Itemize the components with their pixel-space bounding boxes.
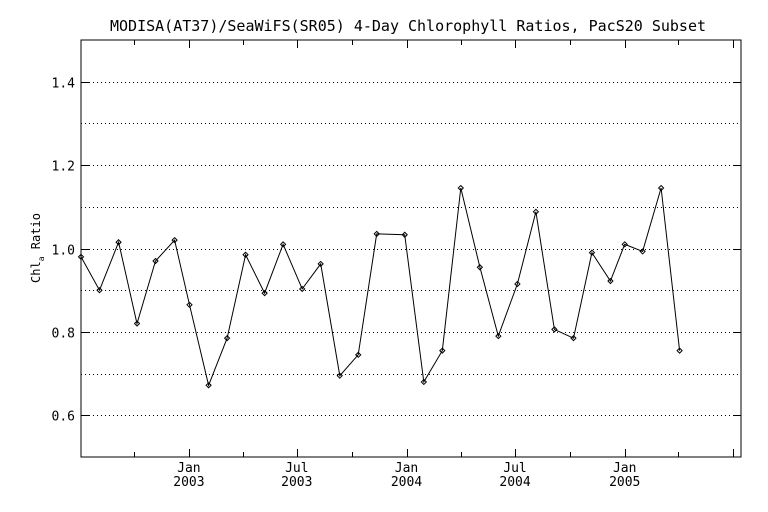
series-line (80, 187, 681, 387)
y-tick-label: 0.6 (52, 410, 75, 425)
data-point (514, 280, 521, 288)
data-point (373, 230, 380, 238)
data-point (476, 264, 484, 271)
data-point (205, 382, 212, 389)
data-point (96, 286, 103, 294)
y-tick-label: 1.4 (52, 77, 76, 92)
data-point (279, 241, 287, 248)
data-point (242, 251, 249, 258)
data-point (223, 334, 231, 342)
x-tick-label-month: Jan (177, 461, 200, 476)
data-point (532, 208, 540, 216)
data-point (317, 260, 324, 268)
data-point (657, 184, 665, 192)
data-point (115, 239, 122, 246)
x-tick-label-month: Jan (395, 461, 418, 476)
x-tick-label-year: 2003 (173, 475, 204, 490)
data-point (171, 236, 178, 244)
data-point (551, 326, 558, 333)
data-point (588, 249, 596, 256)
data-point (457, 184, 464, 192)
x-tick-label-month: Jul (285, 461, 308, 476)
y-axis-label-subscript: a (37, 256, 46, 261)
series-group (77, 184, 683, 389)
data-point (401, 231, 408, 238)
data-point (133, 320, 141, 327)
data-point (639, 248, 646, 255)
data-point (152, 257, 159, 265)
data-point (298, 285, 306, 293)
data-point (77, 253, 85, 261)
y-tick-label: 1.0 (52, 244, 75, 259)
data-point (420, 378, 428, 386)
x-tick-label-month: Jul (503, 461, 526, 476)
x-tick-label-year: 2005 (609, 475, 640, 490)
y-axis-label-main: Chl (29, 261, 43, 283)
data-point (570, 334, 577, 342)
data-point (186, 301, 193, 309)
data-point (676, 347, 683, 354)
y-axis: 0.6 0.8 1.0 1.2 1.4 (52, 77, 741, 425)
data-point (621, 241, 628, 248)
data-point (261, 289, 268, 297)
y-tick-label: 0.8 (52, 327, 75, 342)
data-point (439, 347, 446, 354)
data-point (607, 277, 614, 285)
x-tick-label-year: 2003 (281, 475, 312, 490)
data-point (355, 351, 362, 359)
y-tick-label: 1.2 (52, 160, 75, 175)
y-axis-label-rest: Ratio (29, 213, 43, 256)
chart-title: MODISA(AT37)/SeaWiFS(SR05) 4-Day Chlorop… (110, 17, 706, 35)
data-point (336, 372, 343, 379)
x-tick-label-year: 2004 (499, 475, 530, 490)
plot-frame (80, 39, 742, 458)
y-axis-label: Chla Ratio (29, 213, 46, 283)
x-tick-label-month: Jan (613, 461, 636, 476)
data-point (495, 332, 502, 340)
x-tick-label-year: 2004 (391, 475, 422, 490)
